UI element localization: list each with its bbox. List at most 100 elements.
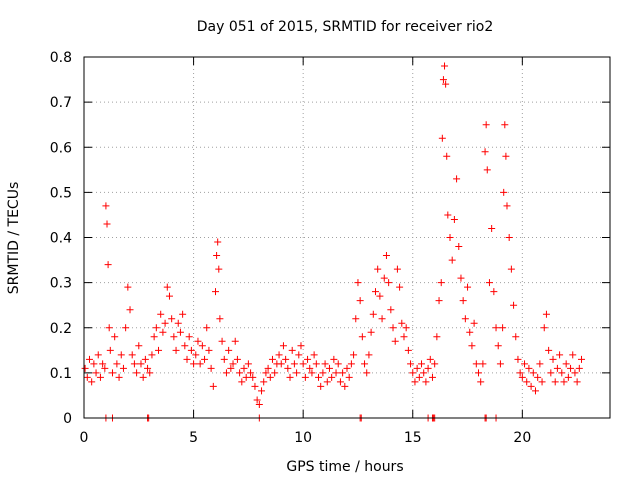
data-point	[455, 243, 463, 251]
data-point	[496, 360, 504, 368]
data-point	[494, 342, 502, 350]
data-point	[523, 378, 531, 386]
data-point	[286, 373, 294, 381]
data-point	[569, 351, 577, 359]
data-point	[534, 373, 542, 381]
data-point	[428, 373, 436, 381]
data-point	[251, 382, 259, 390]
data-point	[490, 288, 498, 296]
data-point	[426, 355, 434, 363]
data-point	[527, 382, 535, 390]
data-point	[148, 351, 156, 359]
data-point	[571, 369, 579, 377]
data-point	[475, 369, 482, 377]
data-point	[203, 324, 211, 332]
data-point	[502, 152, 510, 160]
data-point	[288, 346, 296, 354]
data-point	[562, 360, 570, 368]
data-point	[336, 378, 344, 386]
data-point	[133, 369, 141, 377]
data-point	[545, 346, 553, 354]
data-point	[453, 175, 461, 183]
data-point	[332, 369, 340, 377]
data-point	[424, 364, 432, 372]
data-point	[185, 333, 193, 341]
data-point	[301, 373, 309, 381]
data-point	[216, 315, 224, 323]
data-point	[295, 351, 303, 359]
y-axis-label: SRMTID / TECUs	[6, 182, 22, 295]
data-point	[266, 373, 274, 381]
data-point	[205, 346, 213, 354]
data-point	[190, 360, 198, 368]
data-point	[468, 342, 476, 350]
data-point	[499, 324, 507, 332]
data-point	[88, 378, 96, 386]
data-point	[443, 152, 451, 160]
data-point	[575, 364, 583, 372]
data-point	[505, 234, 513, 241]
data-point	[317, 382, 325, 390]
data-point	[431, 360, 439, 368]
data-point	[334, 360, 342, 368]
data-point	[345, 373, 353, 381]
axes	[83, 56, 611, 419]
data-point	[183, 355, 191, 363]
x-tick-label: 15	[404, 430, 422, 446]
data-point	[483, 166, 491, 174]
data-point	[83, 373, 91, 381]
data-point	[103, 220, 111, 228]
data-point	[214, 238, 222, 246]
data-point	[198, 342, 206, 350]
data-point	[367, 328, 375, 336]
data-point	[404, 346, 412, 354]
data-point	[536, 360, 544, 368]
data-point	[380, 274, 388, 282]
y-tick-label: 0.8	[50, 50, 72, 66]
data-point	[446, 234, 454, 241]
data-point	[92, 369, 100, 377]
data-point	[215, 265, 223, 273]
data-point	[275, 351, 283, 359]
data-point	[442, 80, 450, 88]
data-point	[435, 297, 443, 305]
data-point	[564, 373, 572, 381]
data-point	[391, 337, 399, 345]
data-point	[500, 188, 508, 196]
data-point	[503, 202, 511, 210]
data-point	[157, 310, 165, 318]
data-point	[538, 378, 546, 386]
data-point	[201, 355, 209, 363]
data-point	[81, 364, 89, 372]
y-tick-label: 0.6	[50, 140, 72, 156]
data-point	[369, 310, 377, 318]
plot-frame	[83, 56, 611, 419]
data-point	[441, 62, 449, 70]
data-point	[420, 369, 428, 377]
data-point	[85, 355, 93, 363]
data-point	[438, 134, 446, 142]
y-tick-label: 0.1	[50, 366, 72, 382]
data-point	[172, 346, 180, 354]
data-point	[382, 252, 390, 260]
data-point	[96, 373, 104, 381]
data-point	[268, 355, 276, 363]
data-point	[341, 382, 349, 390]
x-tick-label: 20	[513, 430, 531, 446]
data-point	[113, 360, 121, 368]
data-point	[437, 279, 445, 287]
data-point	[547, 369, 555, 377]
data-point	[258, 387, 266, 395]
data-point	[573, 378, 581, 386]
data-point	[356, 297, 364, 305]
x-tick-labels: 0 5 10 15 20	[80, 430, 532, 446]
data-point	[99, 360, 107, 368]
data-point	[225, 346, 233, 354]
data-point	[115, 373, 123, 381]
data-point	[560, 378, 568, 386]
data-point	[282, 355, 290, 363]
data-point	[461, 315, 469, 323]
data-point	[387, 306, 395, 314]
data-point	[108, 369, 116, 377]
data-point	[393, 265, 401, 273]
